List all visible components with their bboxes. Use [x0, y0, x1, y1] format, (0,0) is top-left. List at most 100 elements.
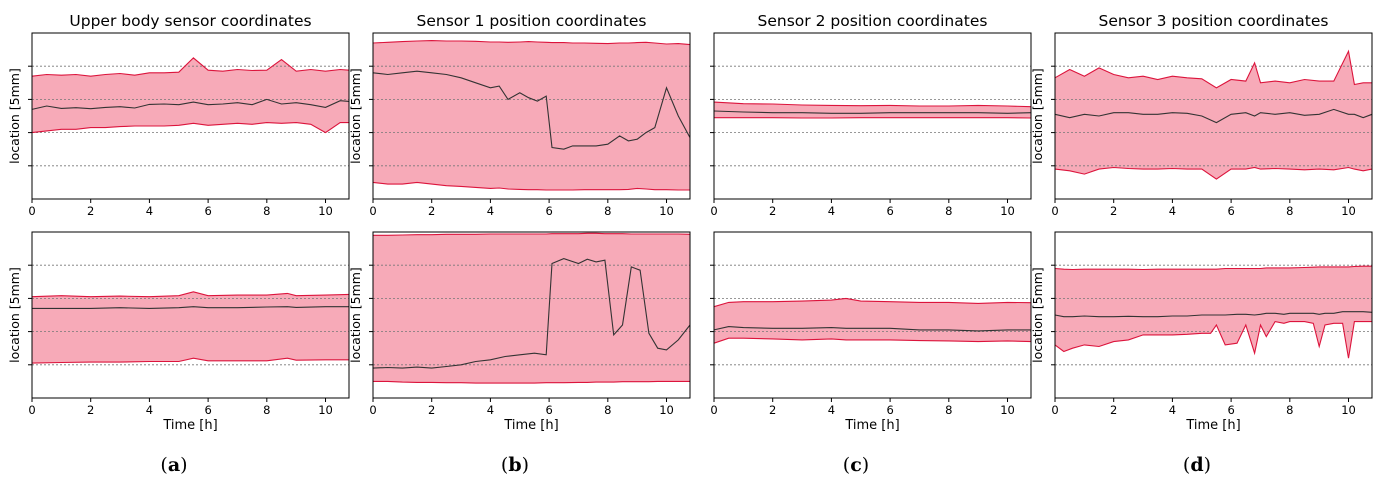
x-tick-label: 10 — [1000, 204, 1015, 218]
x-tick-label: 6 — [1227, 403, 1234, 417]
y-axis-label: location [5mm] — [348, 68, 363, 164]
chart-title: Upper body sensor coordinates — [69, 12, 311, 30]
x-tick-label: 2 — [87, 403, 94, 417]
y-axis-label: location [5mm] — [1030, 267, 1045, 363]
x-tick-label: 0 — [369, 403, 376, 417]
band-area — [373, 40, 690, 190]
lower-bound-line — [1054, 320, 1372, 359]
chart-1: 0 2 4 6 8 10 Sensor 1 position coordinates loca… — [348, 12, 691, 218]
x-tick-label: 8 — [263, 403, 270, 417]
x-tick-label: 10 — [659, 204, 674, 218]
plot-frame — [1054, 231, 1373, 399]
x-tick-label: 4 — [828, 403, 835, 417]
plot-frame — [713, 32, 1032, 200]
x-tick-label: 10 — [1000, 403, 1015, 417]
upper-bound-line — [713, 297, 1032, 308]
x-tick-label: 6 — [886, 204, 893, 218]
x-tick-label: 2 — [428, 204, 435, 218]
plot-frame — [713, 231, 1032, 399]
x-tick-label: 0 — [1051, 403, 1058, 417]
lower-bound-line — [713, 337, 1032, 344]
band-area — [714, 102, 1031, 118]
band-area — [32, 291, 349, 364]
upper-bound-line — [31, 57, 350, 77]
upper-bound-line — [1054, 265, 1372, 271]
plot-frame — [31, 231, 350, 399]
chart-title: Sensor 3 position coordinates — [1099, 12, 1329, 30]
upper-bound-line — [372, 40, 691, 46]
lower-bound-line — [31, 122, 349, 134]
plot-frame — [31, 32, 350, 200]
band-area — [32, 57, 349, 133]
x-tick-label: 0 — [369, 204, 376, 218]
plot-frame — [1054, 32, 1373, 200]
plot-frame — [372, 231, 691, 399]
y-axis-label: location [5mm] — [7, 68, 22, 164]
x-tick-label: 8 — [945, 403, 952, 417]
x-tick-label: 10 — [1341, 204, 1356, 218]
x-tick-label: 8 — [1286, 403, 1293, 417]
plot-frame — [372, 32, 691, 200]
x-tick-label: 0 — [28, 403, 35, 417]
mean-line — [713, 110, 1032, 114]
upper-bound-line — [713, 101, 1032, 108]
band-area — [714, 298, 1031, 344]
x-tick-label: 0 — [28, 204, 35, 218]
x-tick-label: 6 — [1227, 204, 1234, 218]
band-area — [373, 233, 690, 384]
plots-layer: 0 2 4 6 8 10 Upper body sensor coordinates loca… — [7, 12, 1373, 433]
x-tick-label: 4 — [487, 204, 494, 218]
mean-line — [1054, 311, 1373, 318]
chart-2: 0 2 4 6 8 10 Sensor 2 position coordinates — [710, 12, 1032, 218]
x-tick-label: 0 — [1051, 204, 1058, 218]
upper-bound-line — [31, 291, 350, 298]
x-axis-label: Time [h] — [503, 418, 558, 433]
x-tick-label: 6 — [886, 403, 893, 417]
x-tick-label: 2 — [769, 204, 776, 218]
x-tick-label: 4 — [487, 403, 494, 417]
x-tick-label: 10 — [318, 403, 333, 417]
x-tick-label: 4 — [146, 403, 153, 417]
x-tick-label: 10 — [1341, 403, 1356, 417]
mean-line — [32, 306, 349, 309]
chart-title: Sensor 1 position coordinates — [417, 12, 647, 30]
x-tick-label: 6 — [545, 403, 552, 417]
panel-captions: (a) (b) (c) (d) — [160, 454, 1211, 476]
x-axis-label: Time [h] — [1185, 418, 1240, 433]
x-axis-label: Time [h] — [844, 418, 899, 433]
panel-label-a: (a) — [160, 454, 187, 476]
lower-bound-line — [1054, 166, 1373, 180]
mean-line — [713, 326, 1031, 332]
x-tick-label: 2 — [769, 403, 776, 417]
y-axis-label: location [5mm] — [1030, 68, 1045, 164]
mean-line — [372, 70, 691, 150]
x-tick-label: 4 — [828, 204, 835, 218]
chart-6: 0 2 4 6 8 10 Time [h] — [710, 231, 1032, 433]
y-axis-label: location [5mm] — [7, 267, 22, 363]
x-tick-label: 8 — [1286, 204, 1293, 218]
x-tick-label: 6 — [545, 204, 552, 218]
x-tick-label: 8 — [604, 403, 611, 417]
x-tick-label: 4 — [1169, 403, 1176, 417]
lower-bound-line — [372, 181, 690, 191]
mean-line — [372, 258, 691, 369]
panel-label-c: (c) — [843, 454, 869, 476]
x-tick-label: 6 — [204, 403, 211, 417]
chart-7: 0 2 4 6 8 10 Time [h] location [5mm] — [1030, 231, 1373, 433]
x-tick-label: 8 — [945, 204, 952, 218]
x-tick-label: 6 — [204, 204, 211, 218]
panel-label-b: (b) — [501, 454, 529, 476]
chart-3: 0 2 4 6 8 10 Sensor 3 position coordinates loca… — [1030, 12, 1373, 218]
x-tick-label: 2 — [1110, 204, 1117, 218]
chart-5: 0 2 4 6 8 10 Time [h] location [5mm] — [348, 231, 691, 433]
x-tick-label: 8 — [263, 204, 270, 218]
x-tick-label: 8 — [604, 204, 611, 218]
x-tick-label: 2 — [428, 403, 435, 417]
x-tick-label: 4 — [1169, 204, 1176, 218]
chart-title: Sensor 2 position coordinates — [758, 12, 988, 30]
panel-label-d: (d) — [1183, 454, 1211, 476]
lower-bound-line — [373, 380, 690, 384]
x-tick-label: 10 — [659, 403, 674, 417]
upper-bound-line — [1054, 49, 1372, 89]
